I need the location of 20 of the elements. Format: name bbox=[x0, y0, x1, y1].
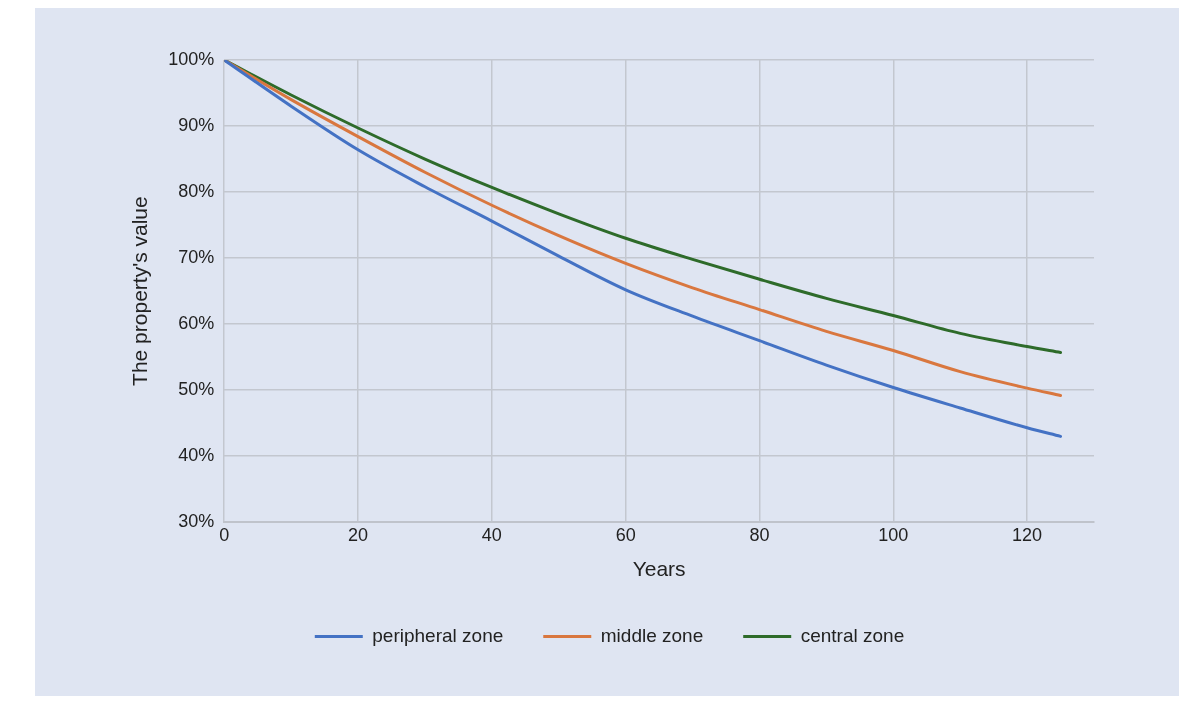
y-tick-label: 80% bbox=[178, 181, 215, 202]
y-tick-label: 70% bbox=[178, 247, 215, 268]
y-tick-label: 40% bbox=[178, 445, 215, 466]
legend-label: middle zone bbox=[600, 624, 704, 646]
x-tick-label: 20 bbox=[348, 524, 369, 545]
x-tick-label: 80 bbox=[749, 524, 770, 545]
y-tick-label: 100% bbox=[168, 48, 215, 69]
y-tick-label: 90% bbox=[178, 115, 215, 135]
x-tick-label: 120 bbox=[1012, 524, 1043, 545]
x-tick-label: 60 bbox=[615, 524, 636, 545]
y-tick-label: 60% bbox=[178, 313, 215, 334]
x-tick-label: 100 bbox=[878, 524, 909, 545]
x-tick-label: 0 bbox=[219, 524, 230, 545]
x-axis-title: Years bbox=[632, 557, 686, 581]
y-axis-title: The property's value bbox=[128, 196, 152, 386]
y-tick-label: 30% bbox=[178, 511, 215, 532]
legend-label: peripheral zone bbox=[372, 624, 504, 646]
legend-label: central zone bbox=[800, 624, 905, 646]
y-tick-label: 50% bbox=[178, 379, 215, 400]
x-tick-label: 40 bbox=[481, 524, 502, 545]
